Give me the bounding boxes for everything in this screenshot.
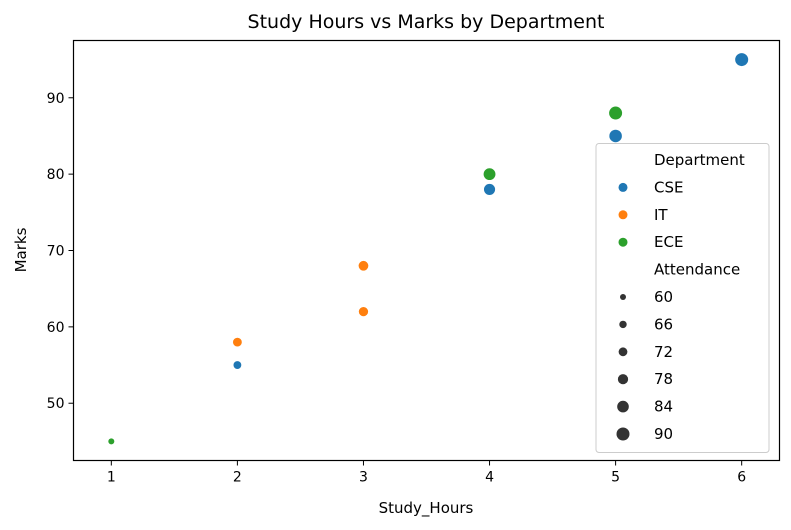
legend-size-label: 72 [654, 343, 673, 361]
legend: Department CSE IT ECE Attendance 60 66 72 78 84 90 [595, 143, 770, 453]
data-point-cse [609, 129, 622, 143]
y-tick-label: 80 [47, 167, 65, 183]
legend-label: ECE [654, 233, 683, 251]
legend-marker-cse [618, 182, 628, 192]
legend-box [595, 143, 770, 453]
legend-size-label: 66 [654, 315, 673, 333]
data-point-cse [233, 361, 242, 369]
data-point-it [358, 306, 369, 317]
legend-size-marker [618, 347, 628, 357]
legend-size-label: 60 [654, 288, 673, 306]
data-point-ece [483, 168, 496, 181]
legend-label: IT [654, 206, 668, 224]
legend-size-label: 78 [654, 370, 673, 388]
legend-marker-ece [618, 237, 628, 247]
legend-size-marker [620, 294, 626, 300]
x-tick-label: 1 [107, 470, 116, 486]
data-point-it [358, 260, 369, 271]
y-tick-label: 60 [47, 320, 65, 336]
data-point-ece [609, 106, 623, 120]
x-tick-label: 5 [611, 470, 620, 486]
x-axis-label: Study_Hours [379, 499, 474, 518]
legend-size-marker [616, 427, 630, 441]
legend-size-title: Attendance [654, 261, 740, 279]
data-point-cse [735, 53, 749, 67]
y-tick-label: 70 [47, 244, 65, 260]
legend-label: CSE [654, 178, 683, 196]
y-axis-label: Marks [12, 227, 30, 272]
x-tick-label: 3 [359, 470, 368, 486]
x-tick-label: 6 [737, 470, 746, 486]
legend-size-label: 84 [654, 398, 673, 416]
legend-size-label: 90 [654, 425, 673, 443]
legend-hue-title: Department [654, 151, 745, 169]
y-tick-label: 50 [47, 396, 65, 412]
y-tick-label: 90 [47, 91, 65, 107]
axis-ticks: 1 2 3 4 5 6 50 60 70 80 90 [47, 91, 747, 486]
data-point-it [232, 337, 242, 347]
x-tick-label: 4 [485, 470, 494, 486]
legend-marker-it [618, 210, 628, 220]
chart-title: Study Hours vs Marks by Department [248, 11, 605, 33]
data-points [108, 53, 749, 445]
legend-size-marker [619, 320, 627, 329]
data-point-ece [108, 438, 115, 445]
legend-size-marker [617, 400, 629, 413]
legend-size-marker [617, 374, 629, 385]
plot-frame [72, 39, 781, 462]
data-point-cse [483, 183, 496, 195]
x-tick-label: 2 [233, 470, 242, 486]
